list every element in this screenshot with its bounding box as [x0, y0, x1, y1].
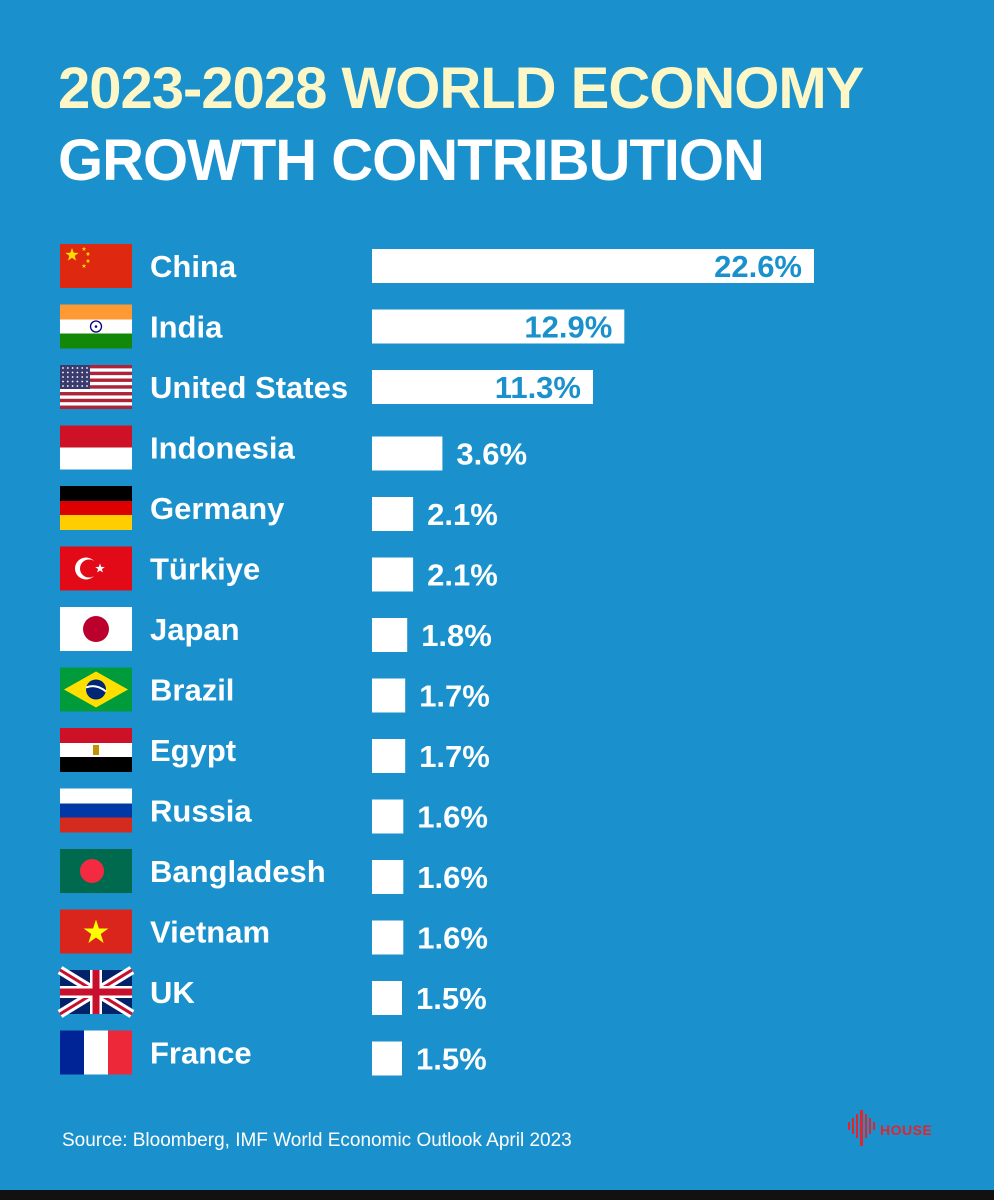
chart-title-line-1: 2023-2028 WORLD ECONOMY [58, 56, 864, 121]
bar [372, 1041, 402, 1076]
value-label: 1.7% [419, 739, 490, 774]
united-states-flag-icon [60, 365, 132, 409]
bar [372, 436, 443, 471]
value-label: 1.5% [416, 981, 487, 1016]
bar [372, 981, 402, 1015]
bar [372, 860, 404, 894]
uk-flag-icon [57, 966, 135, 1018]
bar [372, 920, 404, 955]
country-label: Japan [150, 612, 240, 647]
value-label: 1.6% [417, 921, 488, 956]
country-label: Bangladesh [150, 854, 326, 889]
value-label: 11.3% [495, 370, 581, 405]
bangladesh-flag-icon [60, 849, 132, 893]
chart-title-line-2: GROWTH CONTRIBUTION [58, 128, 765, 193]
indonesia-flag-icon [60, 425, 132, 470]
japan-flag-icon [60, 607, 132, 651]
bar [372, 799, 404, 834]
bottom-border [0, 1190, 994, 1200]
country-label: Indonesia [150, 431, 295, 466]
turkiye-flag-icon [60, 546, 132, 591]
bar [372, 309, 625, 344]
country-label: Brazil [150, 673, 234, 708]
brand-name: HOUSE [880, 1122, 933, 1138]
russia-flag-icon [60, 788, 132, 833]
country-label: Türkiye [150, 552, 260, 587]
vietnam-flag-icon [60, 909, 132, 954]
value-label: 1.5% [416, 1042, 487, 1077]
sound-wave-logo-icon [848, 1110, 875, 1146]
bar [372, 618, 408, 652]
country-label: Germany [150, 491, 285, 526]
bar [372, 370, 593, 404]
india-flag-icon [60, 304, 132, 349]
country-label: India [150, 310, 223, 345]
china-flag-icon [60, 244, 132, 288]
country-label: China [150, 249, 237, 284]
value-label: 1.7% [419, 679, 490, 714]
source-note: Source: Bloomberg, IMF World Economic Ou… [62, 1130, 572, 1151]
bar [372, 739, 406, 773]
egypt-flag-icon [60, 728, 132, 772]
france-flag-icon [60, 1030, 132, 1075]
bar [372, 557, 414, 592]
brand-logo: HOUSE [846, 1108, 946, 1148]
value-label: 1.6% [417, 800, 488, 835]
bar [372, 249, 814, 283]
value-label: 2.1% [427, 558, 498, 593]
country-label: Vietnam [150, 915, 270, 950]
value-label: 3.6% [456, 437, 527, 472]
bar [372, 497, 414, 531]
value-label: 2.1% [427, 497, 498, 532]
country-label: Egypt [150, 733, 236, 768]
value-label: 12.9% [524, 310, 612, 345]
country-label: United States [150, 370, 348, 405]
bar-chart: China 22.6% India 12.9% United States 11.3% In… [57, 244, 814, 1077]
bar [372, 678, 406, 713]
country-label: UK [150, 975, 195, 1010]
brazil-flag-icon [60, 667, 132, 712]
value-label: 1.8% [421, 618, 492, 653]
value-label: 22.6% [714, 249, 802, 284]
value-label: 1.6% [417, 860, 488, 895]
country-label: Russia [150, 794, 252, 829]
country-label: France [150, 1036, 252, 1071]
germany-flag-icon [60, 486, 132, 530]
